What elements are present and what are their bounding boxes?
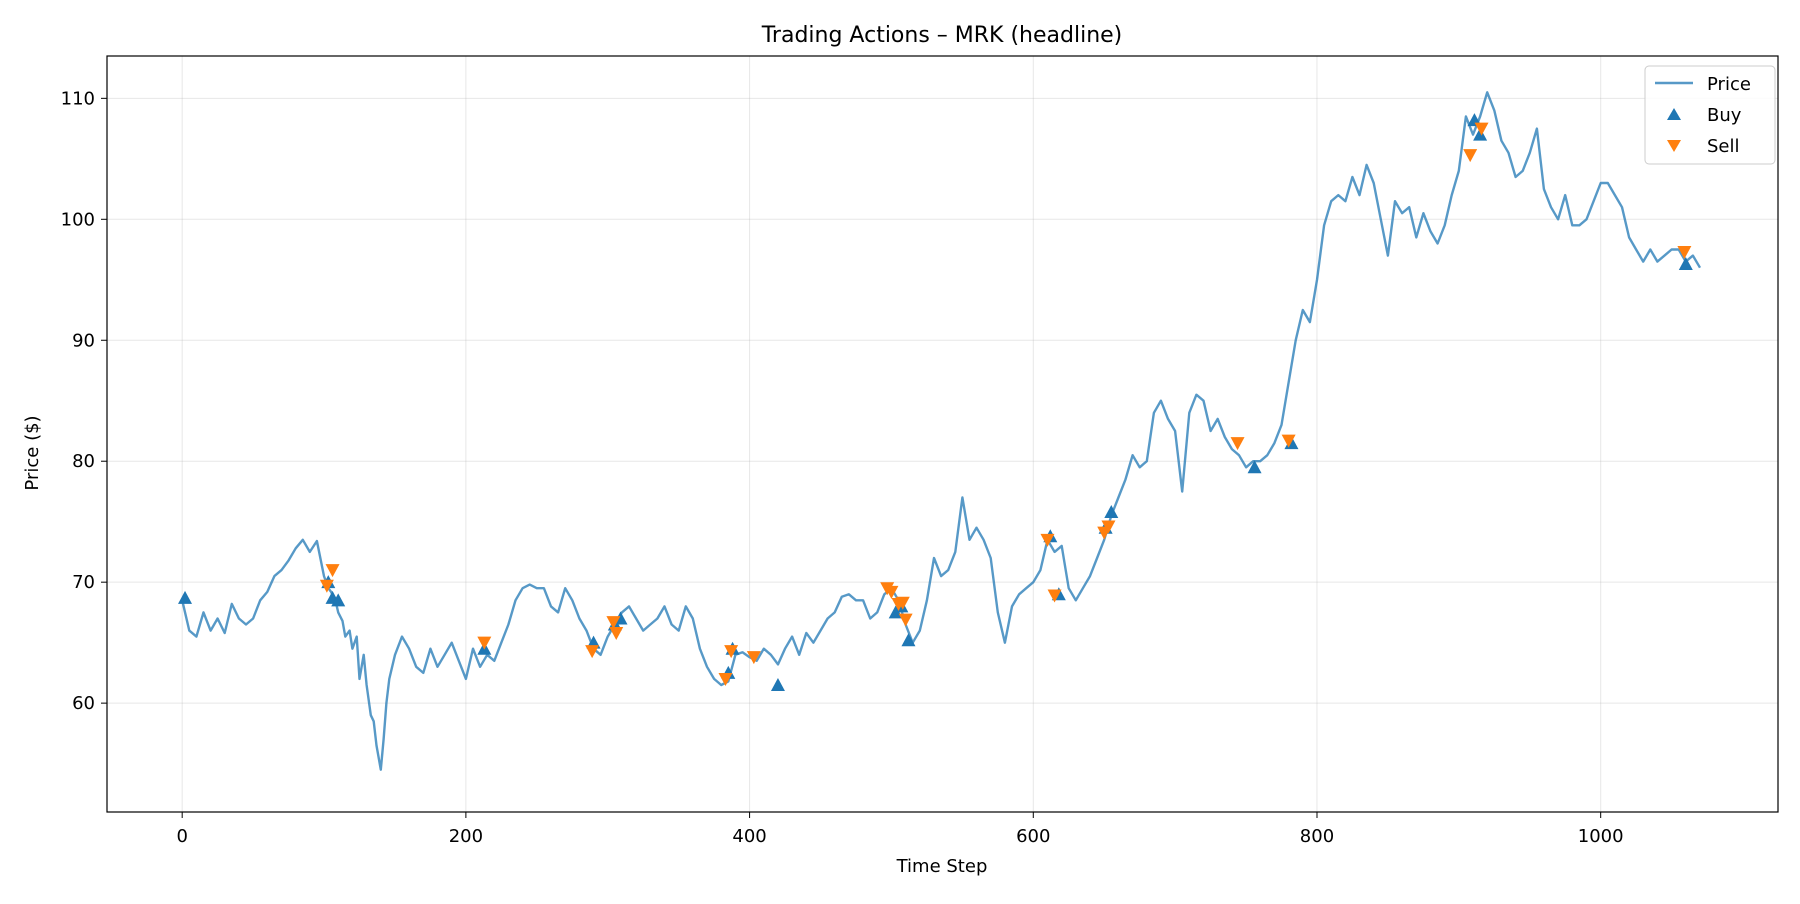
x-axis-label: Time Step: [896, 856, 988, 877]
chart-title: Trading Actions – MRK (headline): [761, 23, 1123, 48]
sell-marker: [1677, 245, 1692, 259]
axes-frame: [106, 55, 1779, 813]
x-tick-label: 600: [1016, 826, 1050, 847]
y-tick-label: 110: [61, 88, 95, 109]
x-tick-label: 0: [176, 826, 187, 847]
buy-marker: [770, 677, 785, 691]
sell-marker: [477, 636, 492, 650]
buy-marker: [1247, 460, 1262, 474]
y-tick-label: 90: [72, 330, 95, 351]
sell-marker: [319, 579, 334, 593]
buy-marker: [1104, 505, 1119, 519]
y-tick-label: 80: [72, 451, 95, 472]
buy-marker: [901, 633, 916, 647]
legend-box: [1644, 65, 1776, 165]
sell-marker: [898, 613, 913, 627]
sell-marker: [606, 616, 621, 630]
y-axis-label: Price ($): [22, 415, 43, 490]
sell-marker: [1474, 122, 1489, 136]
x-tick-label: 1000: [1578, 826, 1624, 847]
sell-marker: [325, 564, 340, 578]
buy-marker: [1473, 127, 1488, 141]
sell-marker: [1463, 149, 1478, 163]
sell-marker: [1040, 533, 1055, 547]
buy-marker: [178, 590, 193, 604]
sell-marker: [746, 651, 761, 665]
x-tick-label: 400: [732, 826, 766, 847]
sell-marker: [1230, 437, 1245, 451]
legend-buy-label: Buy: [1707, 105, 1742, 126]
sell-marker: [1281, 434, 1296, 448]
sell-marker: [1101, 520, 1116, 534]
plot-series: [178, 91, 1702, 771]
sell-marker: [609, 626, 624, 640]
sell-marker: [1047, 589, 1062, 603]
y-tick-label: 70: [72, 572, 95, 593]
axis-ticks: 0 200 400 600 800 1000 60 70 80 90 100 110: [61, 88, 1624, 847]
sell-marker: [724, 645, 739, 659]
legend-sell-label: Sell: [1707, 136, 1740, 157]
sell-marker: [718, 672, 733, 686]
sell-marker: [585, 645, 600, 659]
x-tick-label: 200: [449, 826, 483, 847]
buy-marker: [331, 593, 346, 607]
buy-marker: [1678, 257, 1693, 271]
sell-marker: [884, 585, 899, 599]
sell-marker: [895, 596, 910, 610]
legend-buy-marker: [1667, 108, 1681, 120]
legend-price-label: Price: [1707, 74, 1751, 95]
x-tick-label: 800: [1300, 826, 1334, 847]
y-tick-label: 60: [72, 693, 95, 714]
y-tick-label: 100: [61, 209, 95, 230]
legend: Price Buy Sell: [1644, 65, 1776, 165]
legend-sell-marker: [1667, 140, 1681, 152]
